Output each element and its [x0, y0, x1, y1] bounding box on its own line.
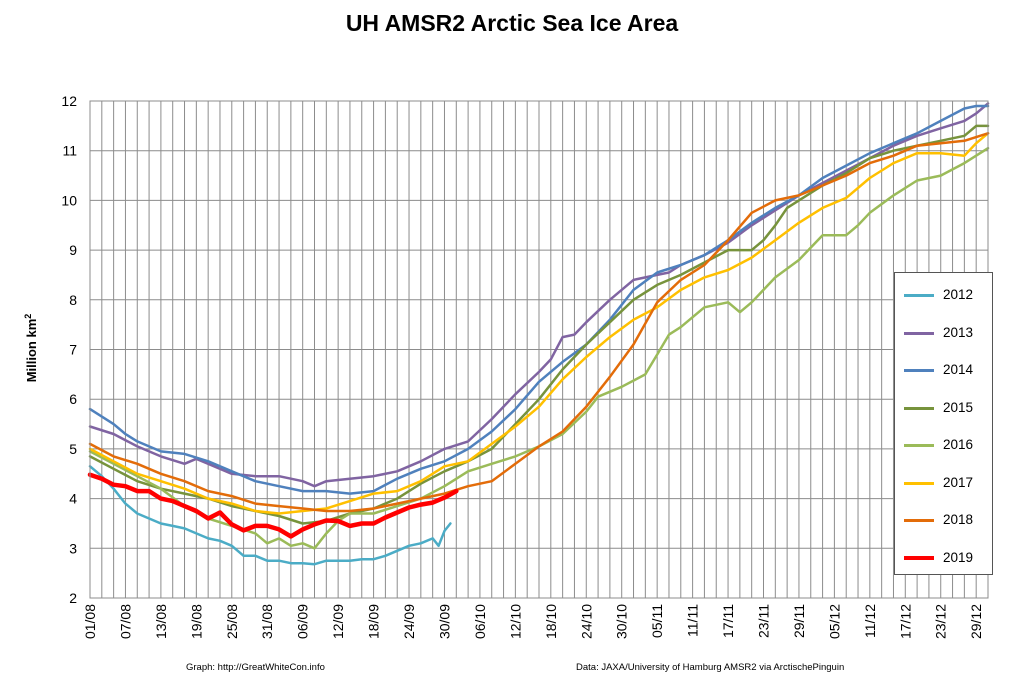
x-tick-label: 17/12: [897, 604, 913, 639]
legend-label: 2018: [943, 512, 974, 527]
footer-credit-data: Data: JAXA/University of Hamburg AMSR2 v…: [576, 662, 845, 673]
y-tick-label: 7: [69, 342, 77, 358]
x-tick-label: 05/11: [649, 604, 665, 638]
series-layer: [87, 102, 990, 566]
legend-label: 2014: [943, 362, 974, 377]
legend-swatch: [904, 294, 934, 297]
legend-item-2018: 2018: [895, 510, 994, 530]
y-tick-label: 4: [69, 491, 77, 507]
x-tick-label: 17/11: [720, 604, 736, 638]
x-tick-label: 29/12: [968, 604, 984, 639]
chart-title: UH AMSR2 Arctic Sea Ice Area: [345, 10, 679, 36]
x-tick-label: 07/08: [117, 604, 133, 639]
legend-label: 2016: [943, 437, 974, 452]
x-tick-label: 01/08: [82, 604, 98, 639]
x-tick-label: 23/12: [933, 604, 949, 639]
legend-item-2013: 2013: [895, 323, 994, 343]
legend-swatch: [904, 444, 934, 447]
legend-swatch: [904, 406, 934, 410]
y-tick-label: 5: [69, 441, 77, 457]
footer-credit-graph: Graph: http://GreatWhiteCon.info: [186, 662, 325, 673]
legend-item-2017: 2017: [895, 473, 994, 493]
legend-label: 2013: [943, 324, 974, 340]
x-tick-label: 05/12: [826, 604, 842, 639]
series-line-2019: [87, 472, 459, 539]
legend-swatch: [904, 331, 934, 335]
legend-label: 2015: [943, 399, 974, 415]
legend: 2012 2013 2014 2015 2016 2017 2018 2019: [894, 272, 993, 575]
y-tick-label: 11: [62, 143, 77, 159]
series-line-2012: [88, 465, 452, 566]
legend-item-2012: 2012: [895, 285, 994, 305]
x-tick-label: 24/10: [578, 604, 594, 639]
legend-swatch: [904, 555, 934, 560]
x-tick-label: 06/09: [295, 604, 311, 639]
x-tick-label: 30/10: [614, 604, 630, 639]
x-tick-label: 12/10: [507, 604, 523, 639]
y-tick-label: 12: [61, 93, 77, 109]
x-tick-label: 18/09: [366, 604, 382, 639]
legend-label: 2017: [943, 474, 974, 490]
x-tick-label: 12/09: [330, 604, 346, 639]
axis-layer: 2 3 4 5 6 7 8 9 10 11 12 01/08 07/08 13/08 19/08 25/08 3…: [61, 93, 989, 639]
y-tick-label: 6: [69, 391, 77, 407]
y-tick-label: 3: [69, 540, 77, 556]
legend-item-2014: 2014: [895, 360, 994, 380]
y-tick-label: 10: [61, 192, 77, 208]
x-tick-label: 29/11: [791, 604, 807, 638]
legend-item-2015: 2015: [895, 398, 994, 418]
y-tick-label: 8: [69, 292, 77, 308]
y-tick-label: 9: [69, 242, 77, 258]
legend-swatch: [904, 369, 934, 372]
legend-item-2016: 2016: [895, 435, 994, 455]
x-tick-label: 31/08: [259, 604, 275, 639]
legend-label: 2012: [943, 287, 974, 302]
x-tick-label: 11/12: [862, 604, 878, 638]
series-line-2017: [88, 132, 990, 515]
legend-swatch: [904, 519, 934, 522]
x-tick-label: 19/08: [188, 604, 204, 639]
y-tick-label: 2: [69, 590, 77, 606]
x-tick-label: 24/09: [401, 604, 417, 639]
x-tick-label: 18/10: [543, 604, 559, 639]
x-tick-label: 30/09: [436, 604, 452, 639]
x-tick-label: 25/08: [224, 604, 240, 639]
series-line-2018: [88, 132, 990, 513]
x-tick-label: 23/11: [756, 604, 772, 638]
series-line-2014: [88, 104, 990, 495]
legend-label: 2019: [943, 549, 974, 565]
legend-item-2019: 2019: [895, 548, 994, 568]
legend-swatch: [904, 481, 934, 485]
x-tick-label: 06/10: [472, 604, 488, 639]
x-tick-label: 13/08: [153, 604, 169, 639]
x-tick-label: 11/11: [685, 604, 701, 637]
